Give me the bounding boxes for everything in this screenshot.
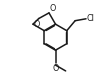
Text: O: O bbox=[33, 20, 40, 29]
Text: Cl: Cl bbox=[86, 14, 94, 23]
Text: O: O bbox=[52, 64, 59, 73]
Text: O: O bbox=[49, 4, 56, 13]
